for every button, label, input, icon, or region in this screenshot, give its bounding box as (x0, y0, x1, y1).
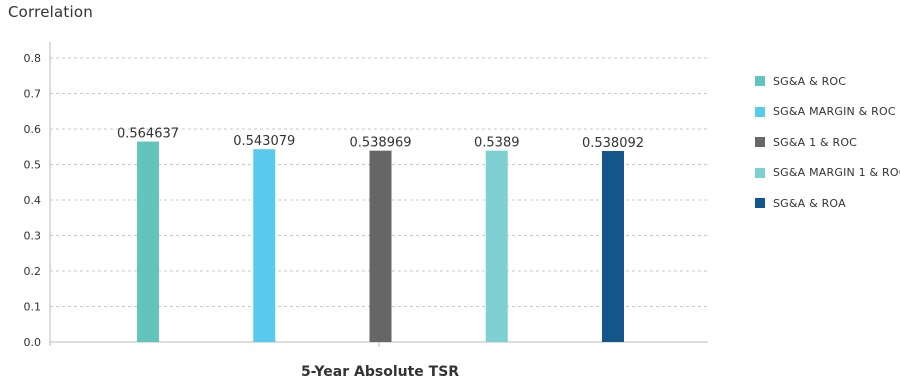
bar (253, 149, 276, 342)
legend-label: SG&A MARGIN 1 & ROC (773, 166, 900, 180)
legend-item: SG&A MARGIN & ROC (755, 97, 900, 128)
legend-swatch (755, 167, 765, 178)
bar (602, 150, 624, 342)
legend-label: SG&A MARGIN & ROC (773, 105, 896, 119)
legend-label: SG&A 1 & ROC (773, 135, 858, 149)
y-tick-label: 0.4 (24, 194, 42, 207)
y-tick-label: 0.6 (24, 123, 42, 136)
y-tick-label: 0.2 (24, 265, 42, 278)
legend-swatch (755, 137, 765, 148)
bars (137, 141, 624, 342)
y-tick-label: 0.3 (24, 230, 42, 243)
x-axis-title: 5-Year Absolute TSR (300, 364, 460, 380)
legend-label: SG&A & ROA (773, 196, 846, 210)
legend-label: SG&A & ROC (773, 74, 847, 88)
legend: SG&A & ROC SG&A MARGIN & ROC SG&A 1 & ROC S… (755, 66, 900, 219)
chart-title: Correlation (8, 3, 93, 21)
legend-item: SG&A & ROC (755, 66, 900, 97)
data-label: 0.564637 (117, 127, 179, 142)
data-label: 0.5389 (474, 136, 520, 151)
legend-item: SG&A 1 & ROC (755, 127, 900, 158)
legend-swatch (755, 106, 765, 117)
legend-swatch (755, 76, 765, 87)
y-tick-label: 0.5 (24, 159, 42, 172)
y-tick-label: 0.7 (24, 88, 42, 101)
bar (369, 150, 392, 342)
data-labels: 0.564637 0.543079 0.538969 0.5389 0.538092 (117, 127, 644, 151)
data-label: 0.543079 (233, 134, 295, 149)
legend-item: SG&A & ROA (755, 188, 900, 219)
axes: 0.0 0.1 0.2 0.3 0.4 0.5 0.6 0.7 0.8 (24, 42, 708, 349)
data-label: 0.538969 (349, 136, 411, 151)
data-label: 0.538092 (582, 136, 644, 151)
gridlines (50, 57, 708, 307)
y-tick-label: 0.1 (24, 301, 42, 314)
y-tick-label: 0.8 (24, 52, 42, 65)
legend-swatch (755, 198, 765, 209)
y-tick-label: 0.0 (24, 336, 42, 349)
legend-item: SG&A MARGIN 1 & ROC (755, 158, 900, 189)
bar (485, 150, 508, 342)
bar (137, 141, 159, 342)
